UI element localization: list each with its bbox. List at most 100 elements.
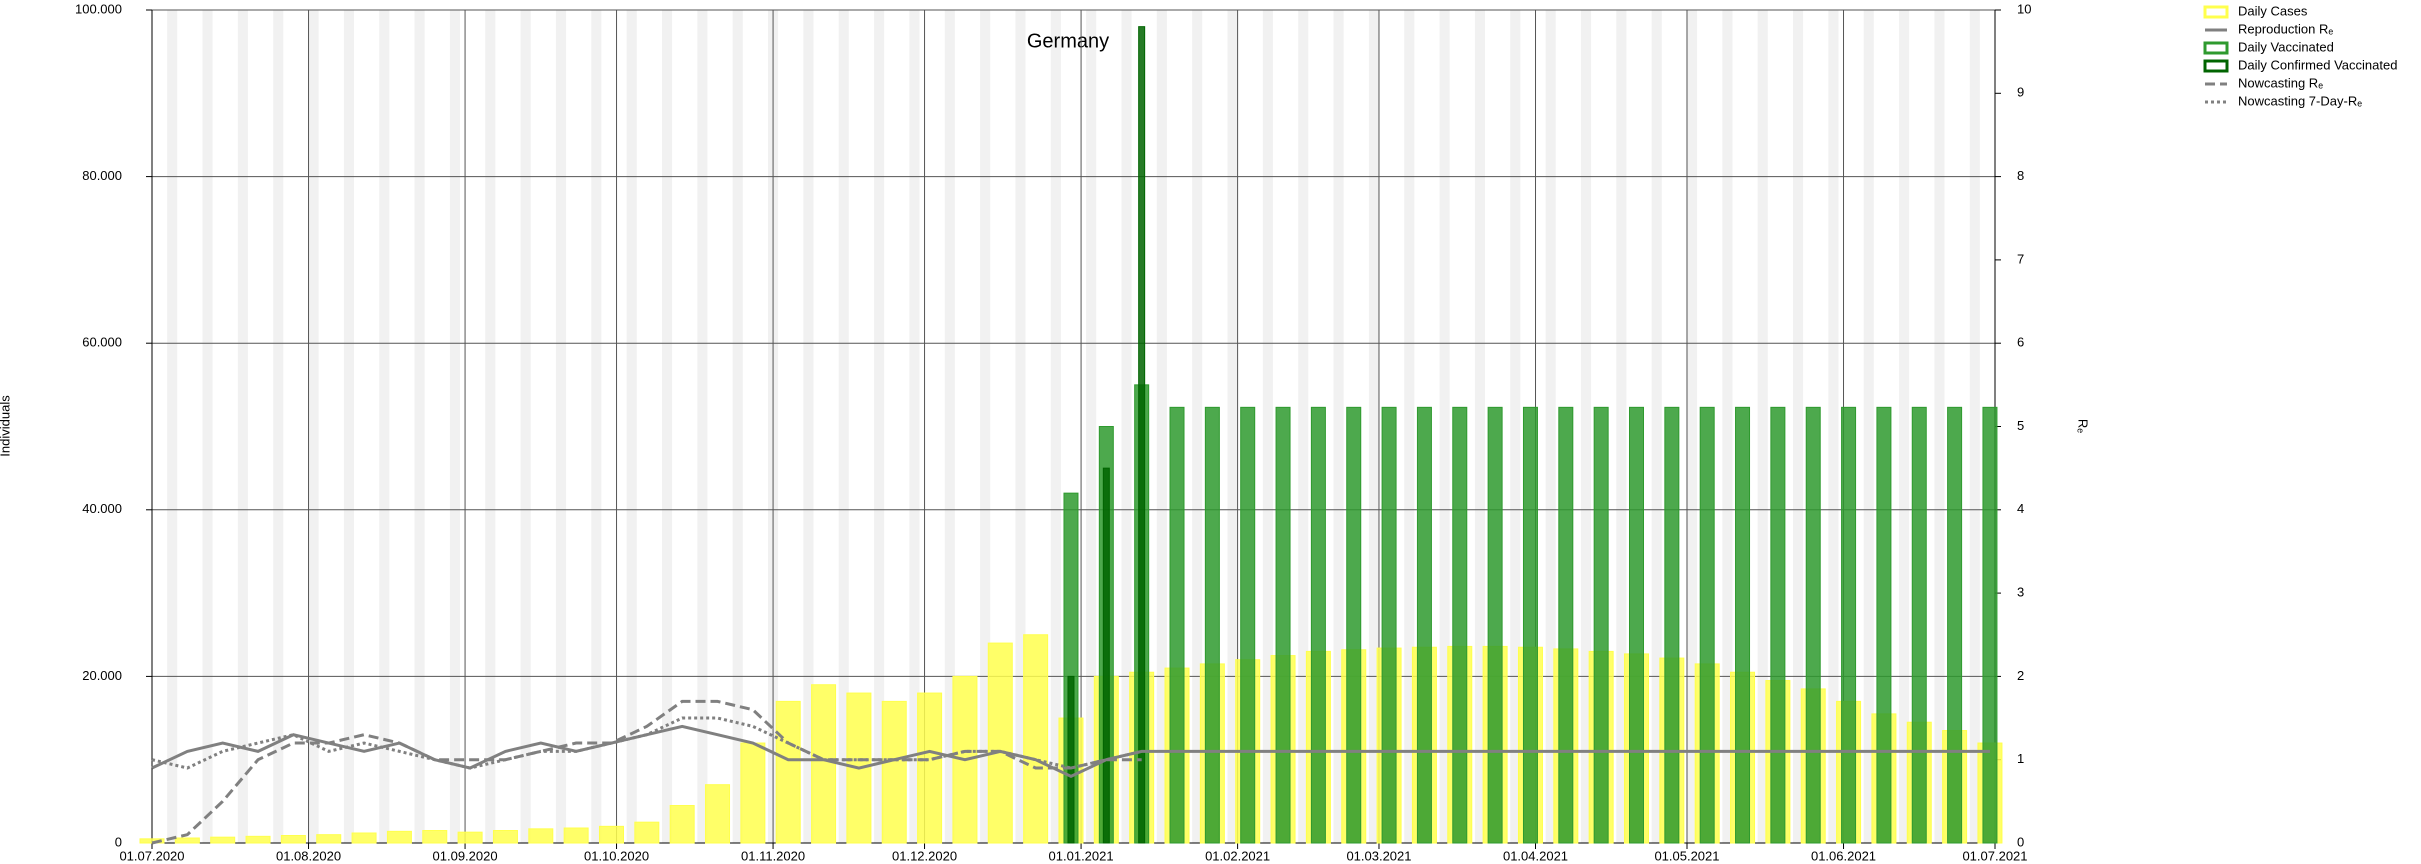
weekend-band bbox=[1050, 10, 1061, 843]
bar bbox=[1204, 406, 1220, 844]
bar bbox=[386, 830, 412, 844]
x-tick-label: 01.12.2020 bbox=[892, 848, 957, 863]
bar bbox=[1911, 406, 1927, 844]
bar bbox=[1169, 406, 1185, 844]
bar bbox=[1876, 406, 1892, 844]
weekend-band bbox=[308, 10, 319, 843]
bar bbox=[351, 832, 377, 844]
bar bbox=[1416, 406, 1432, 844]
x-tick-label: 01.04.2021 bbox=[1503, 848, 1568, 863]
y2-tick-label: 5 bbox=[2017, 418, 2024, 433]
x-tick-label: 01.07.2021 bbox=[1962, 848, 2027, 863]
y-tick-label: 80.000 bbox=[82, 168, 122, 183]
weekend-band bbox=[1863, 10, 1874, 843]
weekend-band bbox=[167, 10, 178, 843]
bar bbox=[563, 827, 589, 844]
bar bbox=[1275, 406, 1291, 844]
bar bbox=[1310, 406, 1326, 844]
y-tick-label: 20.000 bbox=[82, 668, 122, 683]
y-tick-label: 60.000 bbox=[82, 335, 122, 350]
bar bbox=[811, 684, 837, 844]
bar bbox=[280, 835, 306, 844]
weekend-band bbox=[626, 10, 637, 843]
bar bbox=[881, 700, 907, 844]
weekend-band bbox=[697, 10, 708, 843]
weekend-band bbox=[1474, 10, 1486, 843]
y-axis-label: Individuals bbox=[0, 395, 12, 457]
legend-swatch bbox=[2203, 5, 2229, 19]
weekend-band bbox=[485, 10, 496, 843]
x-tick-label: 01.11.2020 bbox=[741, 848, 805, 863]
bar bbox=[987, 642, 1013, 844]
weekend-band bbox=[1828, 10, 1839, 843]
x-tick-label: 01.09.2020 bbox=[433, 848, 498, 863]
x-tick-label: 01.03.2021 bbox=[1346, 848, 1411, 863]
bar bbox=[634, 821, 660, 844]
weekend-band bbox=[980, 10, 991, 843]
x-tick-label: 01.08.2020 bbox=[276, 848, 341, 863]
weekend-band bbox=[1086, 10, 1097, 843]
bar bbox=[705, 784, 731, 844]
bar bbox=[1558, 406, 1574, 844]
chart-title: Germany bbox=[1027, 30, 1109, 52]
bar bbox=[1982, 406, 1998, 844]
y2-tick-label: 2 bbox=[2017, 668, 2024, 683]
weekend-band bbox=[343, 10, 354, 843]
bar bbox=[1628, 406, 1644, 844]
y2-axis-label: Rₑ bbox=[2076, 419, 2091, 433]
y2-tick-label: 4 bbox=[2017, 501, 2024, 516]
weekend-band bbox=[1545, 10, 1556, 843]
weekend-band bbox=[273, 10, 284, 843]
bar bbox=[669, 805, 695, 844]
bar bbox=[528, 828, 554, 844]
bar bbox=[1664, 406, 1680, 844]
bar bbox=[1805, 406, 1821, 844]
weekend-band bbox=[1227, 10, 1238, 843]
weekend-band bbox=[1651, 10, 1662, 843]
weekend-band bbox=[1439, 10, 1450, 843]
x-tick-label: 01.06.2021 bbox=[1811, 848, 1876, 863]
weekend-band bbox=[1722, 10, 1733, 843]
bar bbox=[1102, 467, 1110, 844]
weekend-band bbox=[1262, 10, 1273, 843]
bar bbox=[740, 742, 766, 844]
weekend-band bbox=[1015, 10, 1026, 843]
bar bbox=[457, 831, 483, 844]
bar bbox=[1346, 406, 1362, 844]
weekend-band bbox=[1333, 10, 1344, 843]
bar bbox=[917, 692, 943, 844]
weekend-band bbox=[555, 10, 567, 843]
legend-label: Daily Vaccinated bbox=[2238, 39, 2334, 54]
bar bbox=[422, 830, 448, 844]
weekend-band bbox=[1969, 10, 1980, 843]
y-tick-label: 0 bbox=[115, 834, 122, 849]
y2-tick-label: 9 bbox=[2017, 85, 2024, 100]
y2-tick-label: 1 bbox=[2017, 751, 2024, 766]
y2-tick-label: 8 bbox=[2017, 168, 2024, 183]
weekend-band bbox=[1368, 10, 1379, 843]
legend-swatch bbox=[2203, 59, 2229, 73]
weekend-band bbox=[1793, 10, 1804, 843]
legend-label: Reproduction Rₑ bbox=[2238, 21, 2333, 36]
y2-tick-label: 7 bbox=[2017, 251, 2024, 266]
legend-swatch bbox=[2203, 41, 2229, 55]
weekend-band bbox=[414, 10, 425, 843]
legend-label: Nowcasting Rₑ bbox=[2238, 75, 2323, 90]
weekend-band bbox=[838, 10, 849, 843]
y-tick-label: 100.000 bbox=[75, 1, 122, 16]
weekend-band bbox=[520, 10, 531, 843]
x-tick-label: 01.01.2021 bbox=[1049, 848, 1114, 863]
weekend-band bbox=[909, 10, 920, 843]
bar bbox=[316, 834, 342, 844]
bar bbox=[1770, 406, 1786, 844]
weekend-band bbox=[874, 10, 885, 843]
bar bbox=[1699, 406, 1715, 844]
weekend-band bbox=[661, 10, 673, 843]
bar bbox=[775, 700, 801, 844]
weekend-band bbox=[1757, 10, 1768, 843]
weekend-band bbox=[202, 10, 213, 843]
bar bbox=[492, 830, 518, 844]
week-bands bbox=[167, 10, 1980, 843]
